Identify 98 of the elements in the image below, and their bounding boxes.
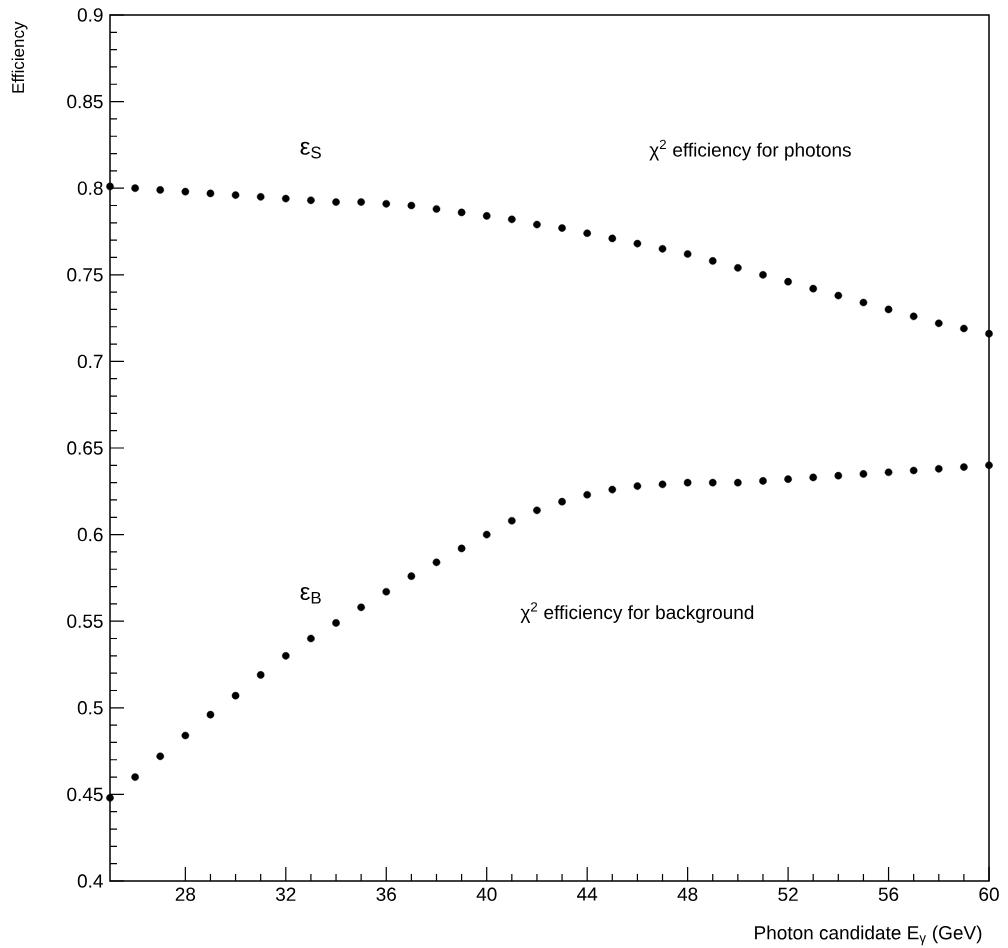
point [357, 198, 365, 206]
point [407, 572, 416, 580]
point [583, 229, 591, 238]
point [206, 189, 215, 198]
point [533, 506, 541, 515]
point [834, 471, 843, 480]
point [256, 193, 265, 201]
series-label: ε$_{S}$ [300, 141, 321, 159]
point [482, 530, 491, 539]
point [558, 224, 566, 232]
x-tick-label: 48 [677, 887, 698, 901]
y-tick-label: 0.9 [77, 8, 103, 22]
point [533, 220, 541, 229]
point [658, 480, 667, 489]
point [960, 324, 968, 333]
x-tick-label: 36 [376, 887, 396, 901]
y-tick-label: 0.65 [67, 441, 103, 455]
point [583, 490, 591, 499]
point [834, 291, 843, 300]
point [482, 212, 491, 220]
point [708, 478, 717, 487]
point [131, 773, 139, 781]
point [608, 234, 617, 243]
point [784, 277, 792, 286]
point [332, 619, 340, 627]
point [206, 710, 215, 719]
point [432, 558, 441, 567]
point [633, 482, 642, 490]
y-tick-label: 0.7 [77, 354, 103, 369]
point [432, 205, 441, 213]
point [231, 191, 240, 199]
y-axis-title: Efficiency [11, 21, 28, 93]
x-tick-label: 28 [175, 887, 196, 901]
point [708, 257, 717, 265]
point [784, 475, 792, 483]
point [985, 461, 993, 470]
x-tick-label: 32 [275, 887, 296, 901]
point [608, 485, 617, 494]
point [156, 752, 165, 761]
point [231, 691, 240, 700]
y-tick-label: 0.75 [67, 268, 103, 282]
x-axis-title: Photon candidate E$_{γ}$ (GeV) [755, 925, 982, 946]
point [106, 182, 114, 191]
point [734, 478, 742, 487]
point [658, 245, 667, 253]
point [508, 516, 516, 525]
series-label: ε$_{B}$ [300, 586, 321, 604]
x-tick-label: 60 [979, 887, 999, 901]
point [683, 250, 692, 258]
y-tick-label: 0.45 [67, 787, 103, 802]
y-tick-label: 0.5 [77, 701, 103, 715]
y-tick-label: 0.85 [67, 94, 103, 109]
point [558, 497, 566, 506]
point [457, 544, 466, 553]
point [307, 634, 315, 643]
point [909, 466, 918, 475]
x-tick-label: 40 [476, 887, 497, 901]
point [307, 196, 315, 205]
point [156, 186, 165, 194]
y-tick-label: 0.8 [77, 181, 103, 195]
x-tick-label: 52 [778, 887, 798, 901]
point [909, 312, 918, 321]
point [759, 477, 767, 485]
point [181, 187, 190, 196]
point [382, 587, 391, 596]
point [934, 464, 943, 473]
point [382, 199, 391, 208]
y-tick-label: 0.55 [67, 614, 103, 628]
point [508, 215, 516, 224]
point [734, 264, 742, 272]
x-tick-label: 56 [878, 887, 899, 901]
point [934, 319, 943, 328]
point [759, 270, 767, 279]
point [809, 473, 818, 482]
point [960, 463, 968, 471]
point [809, 284, 818, 293]
point [282, 652, 290, 660]
point [181, 731, 190, 740]
annotation: χ$^{2}$ efficiency for photons [649, 139, 851, 161]
point [106, 794, 114, 802]
point [683, 478, 692, 487]
y-tick-label: 0.6 [77, 527, 103, 542]
point [884, 305, 893, 314]
point [859, 298, 868, 307]
x-tick-label: 44 [577, 887, 598, 901]
point [282, 194, 290, 203]
point [256, 671, 265, 679]
point [332, 198, 340, 206]
point [407, 201, 416, 210]
annotation: χ$^{2}$ efficiency for background [520, 602, 754, 623]
point [633, 239, 642, 248]
point [457, 208, 466, 217]
point [985, 329, 993, 338]
point [131, 184, 139, 192]
point [859, 470, 868, 478]
point [884, 468, 893, 477]
point [357, 603, 365, 612]
y-tick-label: 0.4 [77, 874, 103, 888]
